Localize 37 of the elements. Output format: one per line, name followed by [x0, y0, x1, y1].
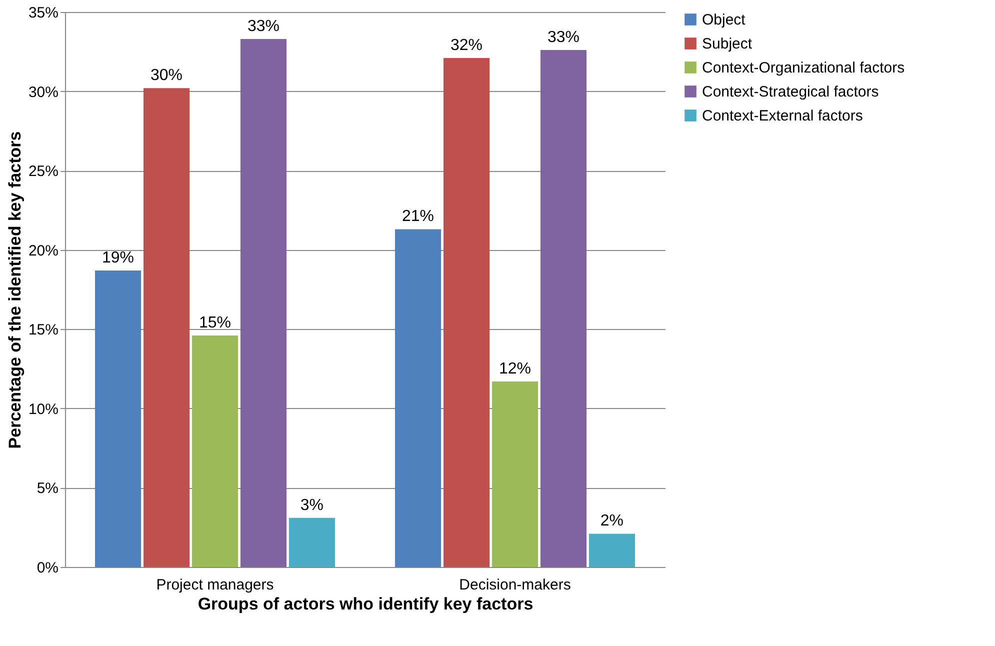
bar: [288, 518, 335, 567]
data-label: 12%: [498, 360, 532, 378]
y-axis-title: Percentage of the identified key factors: [5, 131, 24, 449]
legend-label: Context-Organizational factors: [702, 60, 905, 76]
bar: [443, 58, 490, 567]
y-tick-label: 35%: [28, 4, 58, 22]
y-tick-label: 30%: [28, 84, 58, 101]
bar: [492, 381, 538, 567]
legend-label: Subject: [702, 36, 753, 52]
bar: [143, 88, 190, 567]
bar: [192, 335, 238, 567]
legend-label: Context-External factors: [702, 108, 863, 124]
data-label: 2%: [600, 512, 624, 530]
y-tick-label: 5%: [36, 480, 58, 498]
bar: [588, 534, 635, 567]
data-label: 21%: [402, 208, 434, 226]
bar: [240, 38, 287, 567]
y-tick-label: 20%: [28, 242, 58, 260]
y-tick-label: 15%: [28, 322, 58, 339]
data-label: 33%: [547, 29, 580, 46]
legend-label: Context-Strategical factors: [702, 84, 879, 100]
x-tick-label: Project managers: [156, 576, 274, 594]
data-label: 33%: [247, 18, 280, 35]
data-label: 15%: [198, 314, 232, 332]
data-label: 32%: [450, 36, 483, 54]
legend-label: Object: [702, 12, 746, 28]
data-label: 3%: [300, 496, 324, 514]
bar: [395, 229, 442, 567]
bar: [95, 270, 142, 567]
bar: [540, 50, 587, 567]
x-tick-label: Decision-makers: [459, 576, 571, 594]
y-tick-label: 25%: [28, 163, 58, 180]
y-tick-label: 10%: [28, 400, 58, 418]
data-label: 30%: [150, 67, 183, 84]
y-tick-label: 0%: [36, 560, 58, 576]
data-label: 19%: [102, 249, 134, 266]
x-axis-title: Groups of actors who identify key factors: [198, 594, 534, 614]
